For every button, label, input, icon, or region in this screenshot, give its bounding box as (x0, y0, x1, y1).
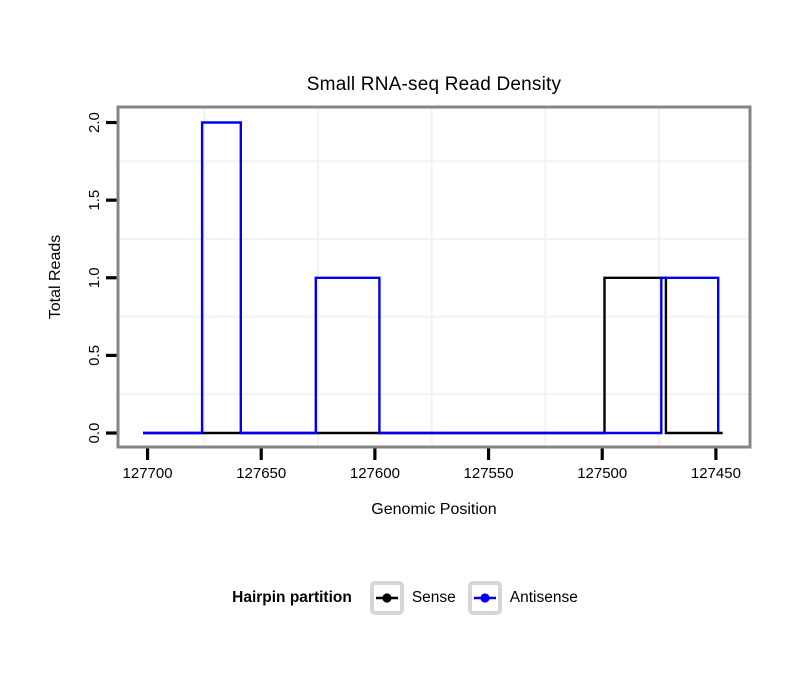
y-tick-label: 1.5 (86, 190, 103, 211)
legend-entry-sense: Sense (369, 581, 456, 615)
legend-entry-antisense: Antisense (467, 581, 578, 615)
panel-border (116, 105, 752, 449)
x-tick-label: 127550 (464, 465, 514, 482)
legend: Hairpin partition Sense Antisense (0, 580, 810, 616)
x-tick-label: 127450 (691, 465, 741, 482)
y-tick-label: 0.0 (86, 423, 103, 444)
x-tick-label: 127500 (577, 465, 627, 482)
legend-title: Hairpin partition (232, 589, 352, 606)
y-tick-label: 1.0 (86, 267, 103, 288)
chart-title: Small RNA-seq Read Density (306, 74, 562, 95)
plot-svg: 127700 127650 127600 127550 127500 127450 0.0 0… (86, 105, 752, 482)
x-tick-label: 127650 (236, 465, 286, 482)
antisense-series-line (143, 121, 720, 435)
legend-key-antisense (467, 581, 502, 615)
y-axis-title: Total Reads (47, 234, 64, 320)
line-point-glyph-icon (473, 593, 496, 603)
legend-label-antisense: Antisense (509, 589, 578, 606)
x-tick-label: 127700 (123, 465, 173, 482)
y-tick-label: 0.5 (86, 345, 103, 366)
line-point-glyph-icon (375, 593, 398, 603)
x-axis-title: Genomic Position (371, 501, 497, 518)
legend-key-sense (369, 581, 404, 615)
y-tick-label: 2.0 (86, 112, 103, 133)
legend-label-sense: Sense (411, 589, 456, 606)
x-tick-label: 127600 (350, 465, 400, 482)
